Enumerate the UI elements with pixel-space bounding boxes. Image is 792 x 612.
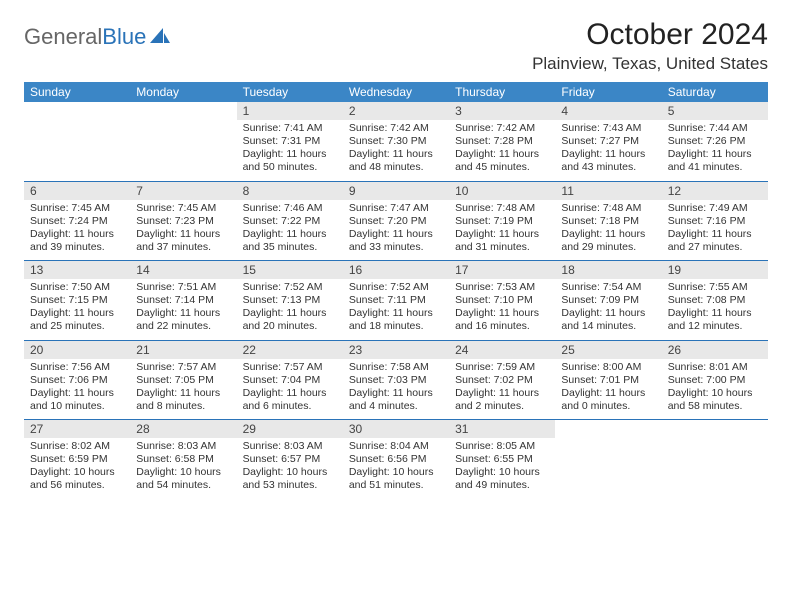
day-number-cell: 10 xyxy=(449,182,555,200)
day-number-cell: 6 xyxy=(24,182,130,200)
day-number-cell: 28 xyxy=(130,420,236,438)
day-detail-cell: Sunrise: 7:55 AMSunset: 7:08 PMDaylight:… xyxy=(662,279,768,340)
dow-friday: Friday xyxy=(555,82,661,102)
day-detail-cell: Sunrise: 7:45 AMSunset: 7:24 PMDaylight:… xyxy=(24,200,130,261)
day-number-cell: 7 xyxy=(130,182,236,200)
day-number-cell: 26 xyxy=(662,341,768,359)
day-detail-cell: Sunrise: 7:57 AMSunset: 7:04 PMDaylight:… xyxy=(237,359,343,420)
day-number-cell: 22 xyxy=(237,341,343,359)
day-number-cell: 20 xyxy=(24,341,130,359)
brand-blue: Blue xyxy=(102,24,146,50)
day-number-cell: 27 xyxy=(24,420,130,438)
brand-logo: GeneralBlue xyxy=(24,18,171,50)
day-number-cell: 16 xyxy=(343,261,449,279)
day-number-cell: 24 xyxy=(449,341,555,359)
day-detail-cell xyxy=(24,120,130,181)
day-number-cell: 18 xyxy=(555,261,661,279)
day-number-cell: 31 xyxy=(449,420,555,438)
day-number-row: 2728293031 xyxy=(24,420,768,438)
day-detail-row: Sunrise: 7:45 AMSunset: 7:24 PMDaylight:… xyxy=(24,200,768,261)
day-detail-cell: Sunrise: 7:43 AMSunset: 7:27 PMDaylight:… xyxy=(555,120,661,181)
location-text: Plainview, Texas, United States xyxy=(532,54,768,74)
day-number-row: 6789101112 xyxy=(24,182,768,200)
day-detail-cell: Sunrise: 7:49 AMSunset: 7:16 PMDaylight:… xyxy=(662,200,768,261)
day-detail-cell: Sunrise: 8:01 AMSunset: 7:00 PMDaylight:… xyxy=(662,359,768,420)
day-detail-cell: Sunrise: 8:00 AMSunset: 7:01 PMDaylight:… xyxy=(555,359,661,420)
day-detail-cell xyxy=(555,438,661,499)
day-number-cell: 17 xyxy=(449,261,555,279)
day-number-cell: 15 xyxy=(237,261,343,279)
day-detail-cell: Sunrise: 7:57 AMSunset: 7:05 PMDaylight:… xyxy=(130,359,236,420)
day-number-cell: 11 xyxy=(555,182,661,200)
day-detail-cell: Sunrise: 8:02 AMSunset: 6:59 PMDaylight:… xyxy=(24,438,130,499)
dow-monday: Monday xyxy=(130,82,236,102)
day-detail-cell: Sunrise: 8:03 AMSunset: 6:57 PMDaylight:… xyxy=(237,438,343,499)
day-detail-cell xyxy=(130,120,236,181)
day-number-row: 20212223242526 xyxy=(24,341,768,359)
day-detail-cell: Sunrise: 7:42 AMSunset: 7:30 PMDaylight:… xyxy=(343,120,449,181)
day-number-cell: 9 xyxy=(343,182,449,200)
day-detail-cell: Sunrise: 7:54 AMSunset: 7:09 PMDaylight:… xyxy=(555,279,661,340)
day-number-row: 12345 xyxy=(24,102,768,120)
dow-wednesday: Wednesday xyxy=(343,82,449,102)
calendar-body: 12345Sunrise: 7:41 AMSunset: 7:31 PMDayl… xyxy=(24,102,768,499)
day-detail-cell: Sunrise: 7:48 AMSunset: 7:18 PMDaylight:… xyxy=(555,200,661,261)
day-number-cell: 5 xyxy=(662,102,768,120)
day-number-cell: 25 xyxy=(555,341,661,359)
day-detail-cell: Sunrise: 7:50 AMSunset: 7:15 PMDaylight:… xyxy=(24,279,130,340)
page-title: October 2024 xyxy=(532,18,768,52)
title-block: October 2024 Plainview, Texas, United St… xyxy=(532,18,768,74)
day-detail-cell: Sunrise: 7:44 AMSunset: 7:26 PMDaylight:… xyxy=(662,120,768,181)
day-number-cell xyxy=(662,420,768,438)
day-detail-cell: Sunrise: 7:52 AMSunset: 7:11 PMDaylight:… xyxy=(343,279,449,340)
dow-thursday: Thursday xyxy=(449,82,555,102)
day-detail-row: Sunrise: 7:41 AMSunset: 7:31 PMDaylight:… xyxy=(24,120,768,181)
day-number-cell: 21 xyxy=(130,341,236,359)
day-number-cell: 30 xyxy=(343,420,449,438)
day-detail-cell: Sunrise: 8:03 AMSunset: 6:58 PMDaylight:… xyxy=(130,438,236,499)
brand-general: General xyxy=(24,24,102,50)
day-number-cell: 2 xyxy=(343,102,449,120)
day-number-cell: 4 xyxy=(555,102,661,120)
day-detail-row: Sunrise: 7:50 AMSunset: 7:15 PMDaylight:… xyxy=(24,279,768,340)
calendar-table: Sunday Monday Tuesday Wednesday Thursday… xyxy=(24,82,768,499)
day-detail-row: Sunrise: 7:56 AMSunset: 7:06 PMDaylight:… xyxy=(24,359,768,420)
day-detail-cell: Sunrise: 7:42 AMSunset: 7:28 PMDaylight:… xyxy=(449,120,555,181)
day-detail-cell: Sunrise: 8:04 AMSunset: 6:56 PMDaylight:… xyxy=(343,438,449,499)
day-detail-cell: Sunrise: 7:53 AMSunset: 7:10 PMDaylight:… xyxy=(449,279,555,340)
day-number-cell: 1 xyxy=(237,102,343,120)
day-number-row: 13141516171819 xyxy=(24,261,768,279)
day-detail-cell: Sunrise: 7:58 AMSunset: 7:03 PMDaylight:… xyxy=(343,359,449,420)
day-detail-cell: Sunrise: 7:51 AMSunset: 7:14 PMDaylight:… xyxy=(130,279,236,340)
day-number-cell: 29 xyxy=(237,420,343,438)
day-number-cell xyxy=(24,102,130,120)
day-number-cell: 8 xyxy=(237,182,343,200)
day-detail-cell: Sunrise: 7:59 AMSunset: 7:02 PMDaylight:… xyxy=(449,359,555,420)
dow-sunday: Sunday xyxy=(24,82,130,102)
day-number-cell: 13 xyxy=(24,261,130,279)
day-detail-cell: Sunrise: 7:45 AMSunset: 7:23 PMDaylight:… xyxy=(130,200,236,261)
day-number-cell xyxy=(130,102,236,120)
dow-tuesday: Tuesday xyxy=(237,82,343,102)
page-header: GeneralBlue October 2024 Plainview, Texa… xyxy=(24,18,768,74)
day-number-cell: 12 xyxy=(662,182,768,200)
day-of-week-row: Sunday Monday Tuesday Wednesday Thursday… xyxy=(24,82,768,102)
day-detail-row: Sunrise: 8:02 AMSunset: 6:59 PMDaylight:… xyxy=(24,438,768,499)
day-detail-cell: Sunrise: 7:47 AMSunset: 7:20 PMDaylight:… xyxy=(343,200,449,261)
day-detail-cell: Sunrise: 7:52 AMSunset: 7:13 PMDaylight:… xyxy=(237,279,343,340)
calendar-page: GeneralBlue October 2024 Plainview, Texa… xyxy=(0,0,792,511)
day-detail-cell: Sunrise: 7:41 AMSunset: 7:31 PMDaylight:… xyxy=(237,120,343,181)
day-number-cell: 3 xyxy=(449,102,555,120)
day-number-cell: 23 xyxy=(343,341,449,359)
dow-saturday: Saturday xyxy=(662,82,768,102)
day-detail-cell: Sunrise: 7:56 AMSunset: 7:06 PMDaylight:… xyxy=(24,359,130,420)
logo-sail-icon xyxy=(149,27,171,45)
day-detail-cell: Sunrise: 7:48 AMSunset: 7:19 PMDaylight:… xyxy=(449,200,555,261)
day-detail-cell: Sunrise: 8:05 AMSunset: 6:55 PMDaylight:… xyxy=(449,438,555,499)
day-detail-cell: Sunrise: 7:46 AMSunset: 7:22 PMDaylight:… xyxy=(237,200,343,261)
day-number-cell: 19 xyxy=(662,261,768,279)
day-number-cell xyxy=(555,420,661,438)
day-number-cell: 14 xyxy=(130,261,236,279)
day-detail-cell xyxy=(662,438,768,499)
